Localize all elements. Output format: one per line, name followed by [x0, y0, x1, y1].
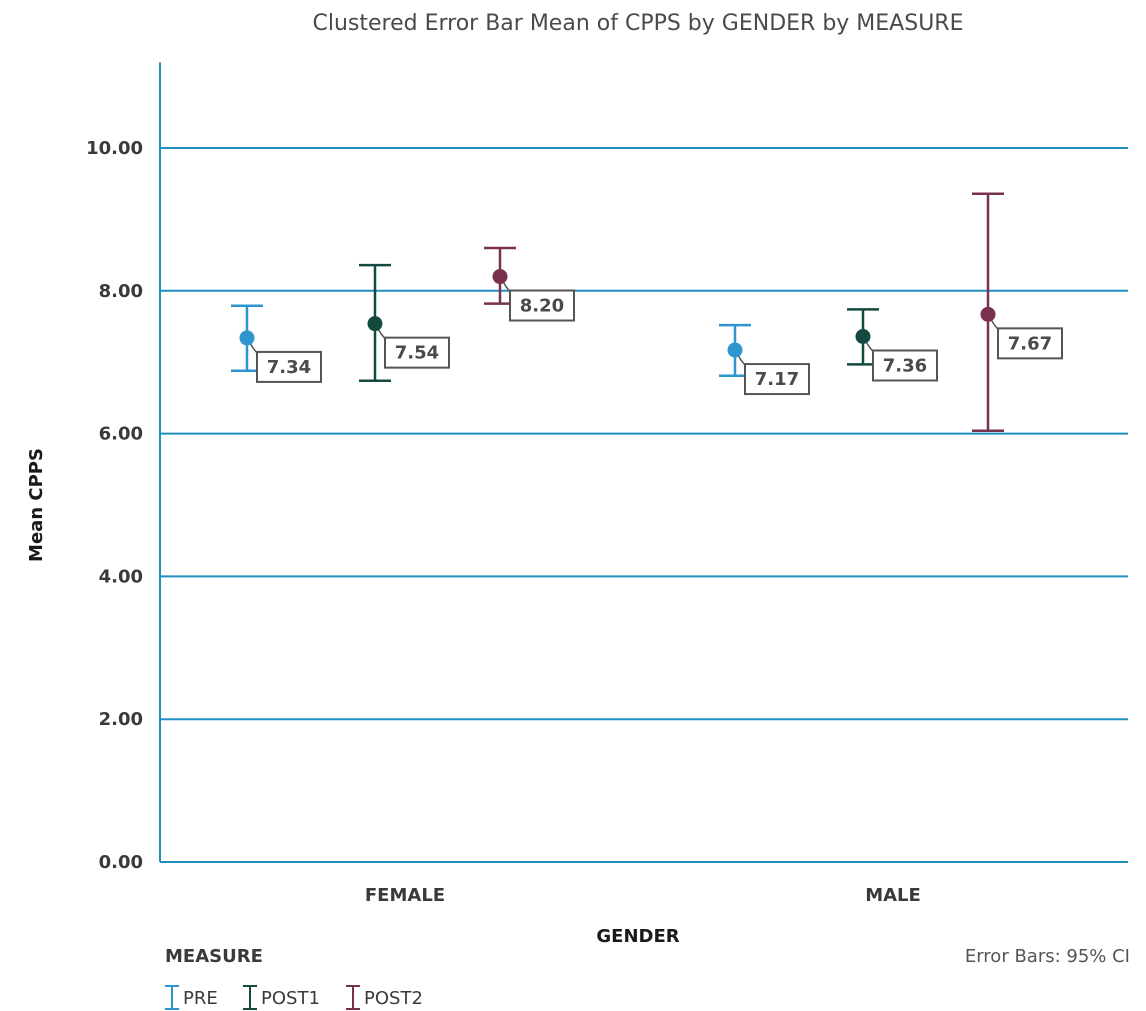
data-label: 7.17 — [755, 369, 799, 390]
data-label-box — [997, 327, 1063, 360]
legend-swatch — [243, 985, 257, 1010]
legend-swatch — [346, 985, 360, 1010]
error-bar-point: 8.20 — [484, 246, 575, 322]
legend-label: PRE — [183, 988, 218, 1009]
data-label: 7.54 — [395, 343, 439, 364]
mean-marker — [492, 269, 508, 285]
x-category-labels: FEMALE MALE — [365, 885, 921, 906]
legend-item: PRE — [165, 985, 218, 1010]
y-tick-labels: 0.00 2.00 4.00 6.00 8.00 10.00 — [86, 138, 143, 873]
legend-item: POST2 — [346, 985, 423, 1010]
data-label: 7.36 — [883, 355, 927, 376]
y-tick-label: 6.00 — [99, 424, 143, 445]
mean-marker — [367, 316, 383, 332]
y-tick-label: 8.00 — [99, 281, 143, 302]
y-tick-label: 2.00 — [99, 709, 143, 730]
data-label-box — [384, 336, 450, 369]
y-tick-label: 10.00 — [86, 138, 143, 159]
error-bar-point: 7.67 — [972, 192, 1063, 432]
mean-marker — [727, 342, 743, 358]
data-label-box — [744, 363, 810, 396]
legend-item: POST1 — [243, 985, 320, 1010]
error-bars-note: Error Bars: 95% CI — [965, 946, 1130, 967]
error-bar-point: 7.34 — [231, 304, 322, 383]
y-tick-label: 0.00 — [99, 852, 143, 873]
mean-marker — [980, 306, 996, 322]
error-bar-point: 7.36 — [847, 308, 938, 382]
data-marks: 7.34 7.17 7.54 7.36 8.20 7.67 — [231, 192, 1063, 432]
mean-marker — [855, 328, 871, 344]
gridlines — [160, 147, 1128, 721]
x-category-label: MALE — [865, 885, 921, 906]
data-label-box — [256, 350, 322, 383]
legend-label: POST2 — [364, 988, 423, 1009]
error-bar-point: 7.17 — [719, 323, 810, 396]
error-bar-point: 7.54 — [359, 263, 450, 383]
legend: PRE POST1 POST2 — [165, 985, 423, 1010]
legend-label: POST1 — [261, 988, 320, 1009]
y-axis-title: Mean CPPS — [26, 448, 47, 562]
data-label: 7.67 — [1008, 333, 1052, 354]
legend-title: MEASURE — [165, 946, 263, 967]
chart-title: Clustered Error Bar Mean of CPPS by GEND… — [313, 11, 964, 36]
data-label-box — [872, 349, 938, 382]
data-label-box — [509, 289, 575, 322]
y-tick-label: 4.00 — [99, 566, 143, 587]
x-axis-title: GENDER — [596, 926, 679, 947]
data-label: 7.34 — [267, 357, 311, 378]
mean-marker — [239, 330, 255, 346]
legend-swatch — [165, 985, 179, 1010]
x-category-label: FEMALE — [365, 885, 445, 906]
data-label: 8.20 — [520, 296, 564, 317]
